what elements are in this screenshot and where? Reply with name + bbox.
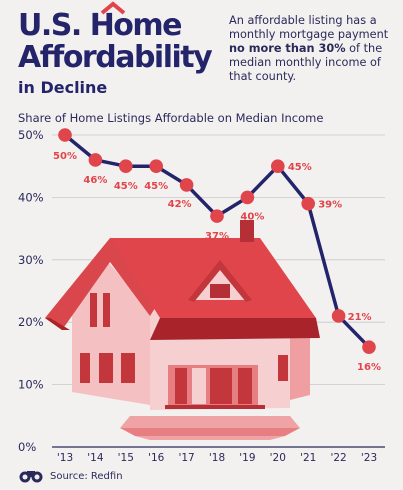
y-tick-label: 10% — [18, 378, 44, 392]
x-tick-label: '13 — [57, 452, 73, 464]
x-tick-label: '22 — [330, 452, 346, 464]
data-label: 40% — [240, 211, 264, 222]
data-point — [179, 178, 194, 192]
x-tick-label: '17 — [178, 452, 194, 464]
data-label: 45% — [114, 181, 138, 192]
data-point — [301, 196, 316, 211]
y-tick-label: 50% — [18, 128, 44, 142]
x-tick-label: '23 — [361, 452, 377, 464]
x-tick-label: '19 — [239, 452, 255, 464]
data-label: 39% — [318, 200, 342, 211]
description: An affordable listing has a monthly mort… — [229, 14, 397, 84]
marks-layer: 50%46%45% 45%42%37%40%45%39%21%16% — [53, 128, 381, 373]
data-label: 37% — [205, 231, 229, 242]
data-point — [88, 153, 103, 167]
chart-subtitle: Share of Home Listings Affordable on Med… — [18, 111, 324, 125]
data-point — [362, 340, 376, 354]
source-text: Source: Redfin — [50, 470, 123, 482]
roof-icon — [100, 1, 126, 15]
x-tick-label: '15 — [118, 452, 134, 464]
title-line-2: Affordability — [18, 40, 213, 75]
footer: Source: Redfin — [18, 469, 123, 483]
data-point — [210, 209, 224, 223]
x-tick-label: '18 — [209, 452, 225, 464]
data-label: 46% — [83, 175, 107, 186]
data-point — [331, 309, 346, 323]
y-tick-label: 40% — [18, 190, 44, 204]
title-line-3: in Decline — [18, 78, 108, 97]
data-label: 16% — [357, 362, 381, 373]
title-line-1: U.S. Home — [18, 8, 183, 43]
binoculars-icon — [19, 471, 43, 483]
description-pre: An affordable listing has a monthly mort… — [229, 14, 389, 41]
data-label: 42% — [168, 199, 192, 210]
description-post: of the median monthly income of that cou… — [229, 42, 383, 83]
x-tick-label: '16 — [148, 452, 165, 464]
x-tick-label: '14 — [87, 452, 104, 464]
x-tick-label: '20 — [270, 452, 286, 464]
data-label: 50% — [53, 151, 77, 162]
description-bold: no more than 30% — [229, 42, 346, 55]
y-tick-label: 20% — [18, 315, 44, 329]
data-point — [119, 159, 133, 173]
data-point — [58, 128, 72, 142]
title-block: U.S. Home Affordability in Decline — [18, 1, 213, 97]
data-point — [240, 190, 255, 205]
data-label: 45% — [144, 181, 168, 192]
x-tick-label: '21 — [300, 452, 316, 464]
house-illustration — [45, 220, 320, 440]
y-tick-label: 0% — [18, 440, 36, 454]
data-label: 21% — [348, 312, 372, 323]
y-tick-label: 30% — [18, 253, 44, 267]
data-point — [149, 159, 163, 173]
data-label: 45% — [288, 162, 312, 173]
data-point — [271, 159, 285, 173]
